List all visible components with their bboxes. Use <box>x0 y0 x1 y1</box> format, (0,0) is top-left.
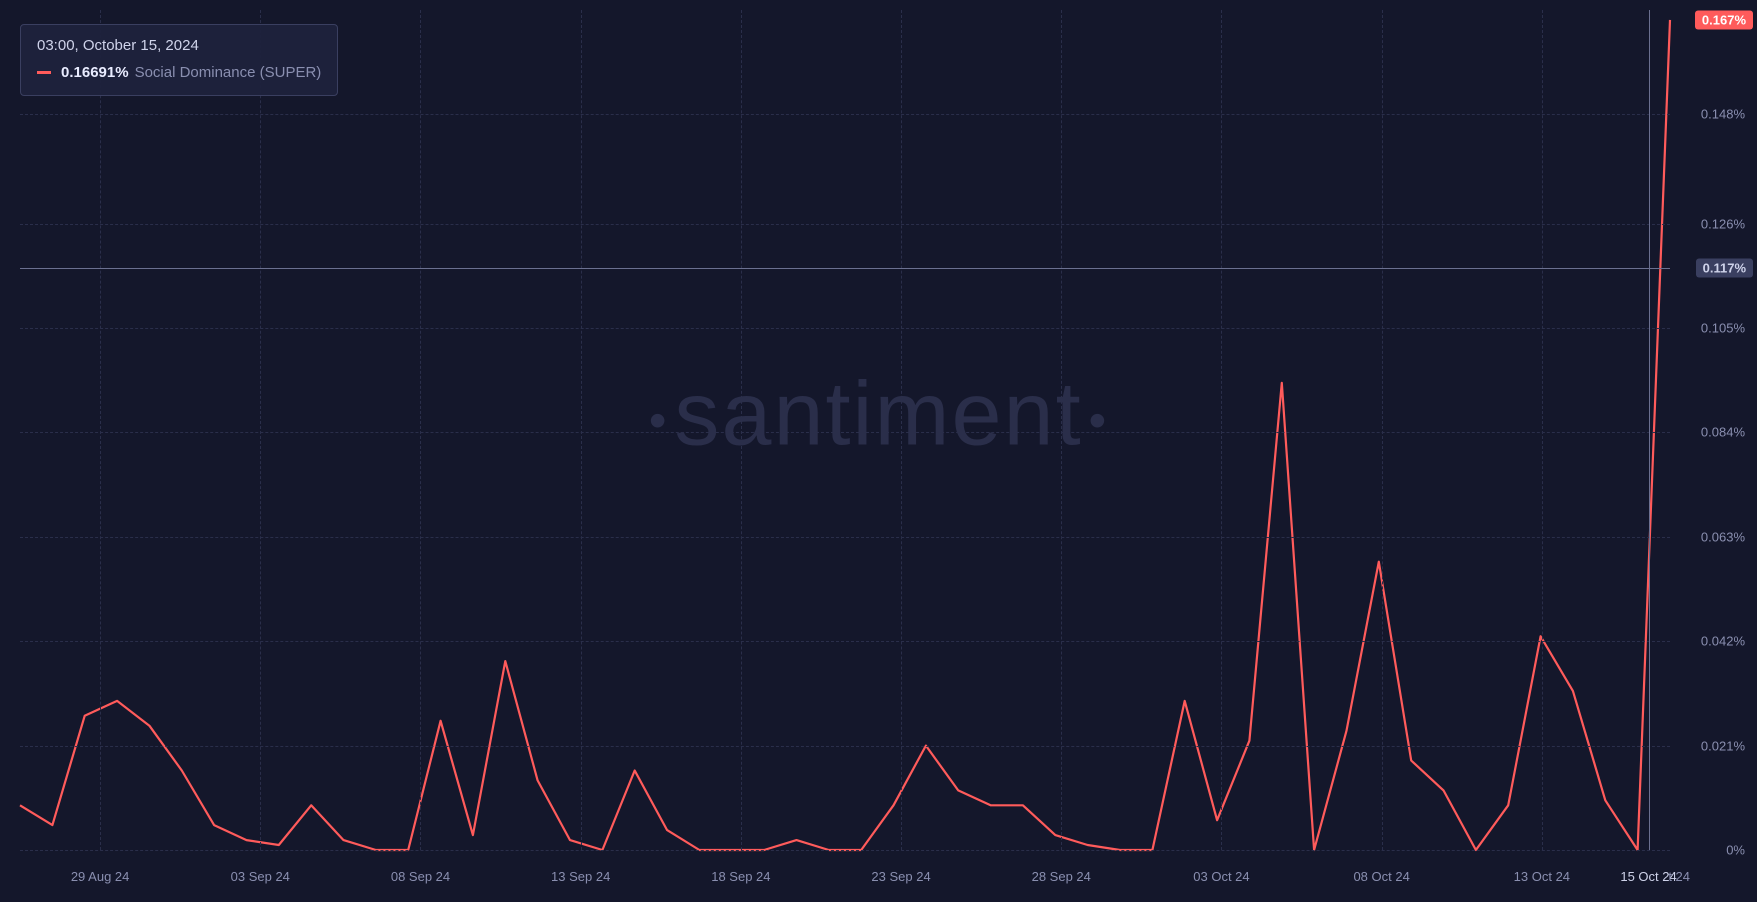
gridline-v <box>260 10 261 850</box>
series-legend-dash-icon <box>37 71 51 74</box>
gridline-h <box>20 850 1670 851</box>
gridline-v <box>1382 10 1383 850</box>
tooltip-metric: Social Dominance (SUPER) <box>135 64 322 81</box>
gridline-h <box>20 537 1670 538</box>
gridline-h <box>20 114 1670 115</box>
crosshair-y-badge: 0.117% <box>1696 259 1753 278</box>
tooltip-value: 0.16691% <box>61 64 129 81</box>
x-axis-tick: 13 Oct 24 <box>1514 869 1570 884</box>
tooltip-date: 03:00, October 15, 2024 <box>37 37 321 54</box>
y-axis-tick: 0.042% <box>1701 634 1745 649</box>
y-axis-tick: 0.105% <box>1701 321 1745 336</box>
x-axis-tick: 08 Oct 24 <box>1353 869 1409 884</box>
gridline-v <box>1542 10 1543 850</box>
gridline-v <box>581 10 582 850</box>
watermark-text: santiment <box>674 364 1082 464</box>
chart-container: •santiment• 03:00, October 15, 2024 0.16… <box>0 0 1757 902</box>
x-axis-tick: 03 Oct 24 <box>1193 869 1249 884</box>
watermark-dot-left: • <box>649 392 669 450</box>
tooltip-row: 0.16691% Social Dominance (SUPER) <box>37 64 321 81</box>
x-axis-tick: 13 Sep 24 <box>551 869 610 884</box>
gridline-v <box>1221 10 1222 850</box>
gridline-h <box>20 224 1670 225</box>
y-axis-tick: 0% <box>1726 843 1745 858</box>
gridline-v <box>100 10 101 850</box>
gridline-h <box>20 328 1670 329</box>
gridline-v <box>420 10 421 850</box>
y-axis-tick: 0.063% <box>1701 529 1745 544</box>
crosshair-horizontal <box>20 268 1670 269</box>
x-axis-tick-overflow: t 24 <box>1668 869 1690 884</box>
x-axis-tick: 18 Sep 24 <box>711 869 770 884</box>
y-axis-tick: 0.084% <box>1701 425 1745 440</box>
peak-value-badge: 0.167% <box>1695 10 1753 29</box>
x-axis-tick: 08 Sep 24 <box>391 869 450 884</box>
x-axis-tick: 03 Sep 24 <box>231 869 290 884</box>
y-axis-tick: 0.021% <box>1701 738 1745 753</box>
gridline-h <box>20 641 1670 642</box>
x-axis-tick: 23 Sep 24 <box>871 869 930 884</box>
x-axis-tick: 28 Sep 24 <box>1032 869 1091 884</box>
crosshair-vertical <box>1649 10 1650 850</box>
tooltip: 03:00, October 15, 2024 0.16691% Social … <box>20 24 338 96</box>
y-axis-tick: 0.148% <box>1701 107 1745 122</box>
gridline-h <box>20 746 1670 747</box>
y-axis-tick: 0.126% <box>1701 216 1745 231</box>
x-axis-tick: 29 Aug 24 <box>71 869 130 884</box>
watermark: •santiment• <box>643 363 1114 466</box>
watermark-dot-right: • <box>1089 392 1109 450</box>
